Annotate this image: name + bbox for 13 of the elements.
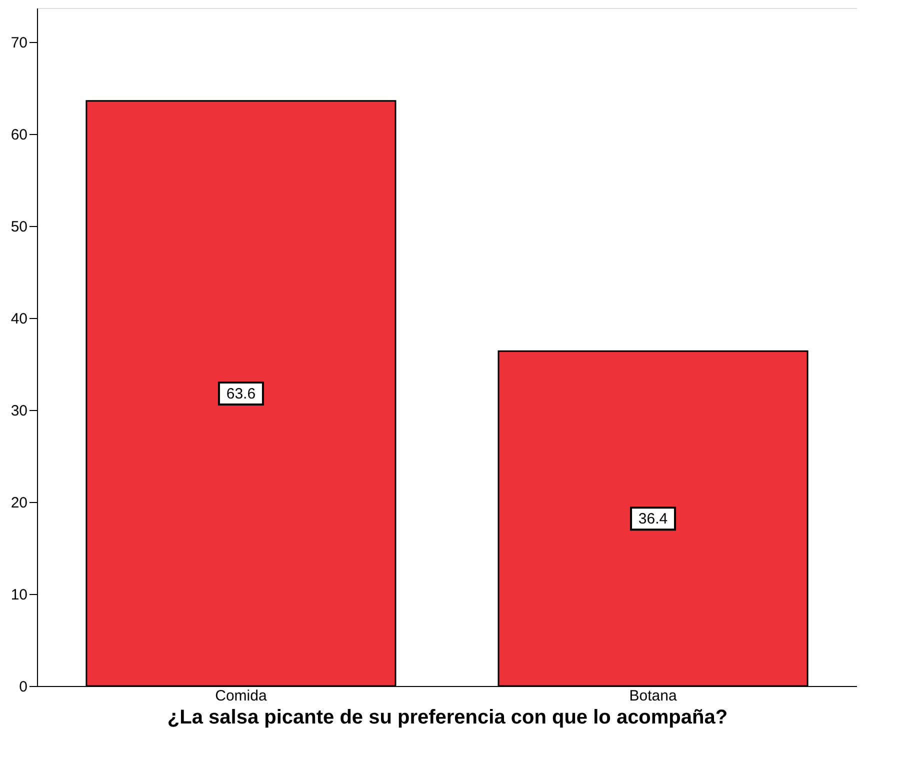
y-tick-label: 10 xyxy=(10,586,28,604)
y-tick-label: 60 xyxy=(10,126,28,144)
x-tick-label: Botana xyxy=(629,688,678,704)
x-axis-title: ¿La salsa picante de su preferencia con que lo acompaña? xyxy=(167,706,728,728)
y-tick-label: 50 xyxy=(10,218,28,236)
y-tick-label: 20 xyxy=(10,494,28,512)
y-tick-label: 0 xyxy=(19,678,28,696)
y-tick-label: 40 xyxy=(10,310,28,328)
data-label: 36.4 xyxy=(638,510,668,528)
y-tick-label: 30 xyxy=(10,402,28,420)
y-tick-label: 70 xyxy=(10,34,28,52)
x-tick-label: Comida xyxy=(215,688,268,704)
data-label: 63.6 xyxy=(226,385,256,402)
